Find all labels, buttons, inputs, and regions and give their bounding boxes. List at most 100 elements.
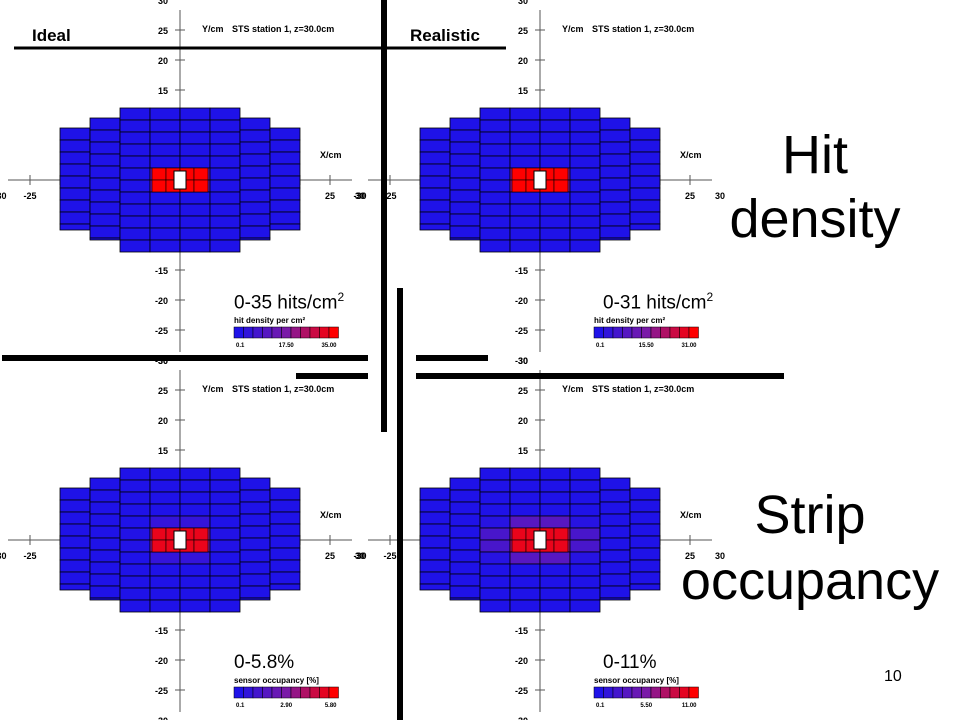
detector-module (149, 479, 181, 493)
detector-module (509, 503, 541, 517)
detector-module (569, 143, 601, 157)
detector-module (419, 223, 451, 231)
detector-module (509, 491, 541, 505)
detector-module (209, 203, 241, 217)
legend-swatch (300, 326, 311, 339)
beam-hole (533, 530, 547, 550)
detector-module (509, 119, 541, 133)
detector-module (239, 129, 271, 143)
detector-module (509, 467, 541, 481)
hit-ideal-range-text: 0-35 hits/cm (234, 292, 338, 314)
detector-module (629, 199, 661, 213)
detector-module (479, 131, 511, 145)
detector-module (119, 539, 151, 553)
x-tick-label: 25 (685, 191, 695, 201)
detector-module (599, 549, 631, 563)
detector-module (569, 107, 601, 121)
detector-module (119, 467, 151, 481)
detector-module (599, 237, 631, 241)
detector-module (269, 163, 301, 177)
detector-module (209, 215, 241, 229)
detector-module (449, 549, 481, 563)
hot-module (193, 167, 209, 181)
detector-module (89, 561, 121, 575)
y-tick-label: -25 (155, 326, 168, 336)
legend-swatch (328, 686, 339, 699)
legend-swatch (679, 326, 690, 339)
detector-module (149, 551, 181, 565)
strip-realistic-range-text: 0-11% (603, 652, 657, 673)
detector-module (629, 511, 661, 525)
legend-title: hit density per cm² (234, 316, 305, 325)
legend-swatch (688, 326, 699, 339)
legend-tick: 2.90 (280, 703, 292, 709)
detector-module (239, 597, 271, 601)
detector-module (119, 527, 151, 541)
detector-module (569, 119, 601, 133)
legend-swatch (281, 326, 292, 339)
hot-module (553, 179, 569, 193)
detector-module (479, 527, 511, 541)
legend-swatch (622, 686, 633, 699)
detector-module (539, 599, 571, 613)
detector-module (539, 119, 571, 133)
detector-module (539, 491, 571, 505)
detector-module (59, 187, 91, 201)
detector-module (239, 141, 271, 155)
detector-module (89, 177, 121, 191)
legend-swatch (233, 686, 244, 699)
y-tick-label: 30 (518, 0, 528, 6)
legend-swatch (271, 326, 282, 339)
detector-module (89, 477, 121, 491)
y-tick-label: 20 (518, 416, 528, 426)
detector-module (569, 239, 601, 253)
legend-tick: 31.00 (681, 343, 697, 349)
y-axis-title: Y/cm (562, 24, 584, 34)
legend-swatch (281, 686, 292, 699)
x-tick-label: -25 (23, 551, 36, 561)
hot-module (193, 179, 209, 193)
detector-module (479, 575, 511, 589)
detector-module (539, 479, 571, 493)
hot-module (511, 539, 527, 553)
detector-module (479, 539, 511, 553)
detector-module (599, 597, 631, 601)
y-tick-label: 20 (158, 56, 168, 66)
detector-module (239, 201, 271, 215)
detector-module (509, 227, 541, 241)
detector-module (119, 587, 151, 601)
legend-swatch (669, 326, 680, 339)
detector-module (269, 583, 301, 591)
detector-module (149, 575, 181, 589)
detector-module (209, 107, 241, 121)
detector-module (179, 503, 211, 517)
legend-swatch (622, 326, 633, 339)
detector-module (89, 597, 121, 601)
detector-module (149, 119, 181, 133)
legend-tick: 0.1 (236, 343, 245, 349)
detector-module (419, 139, 451, 153)
detector-module (449, 489, 481, 503)
detector-module (419, 499, 451, 513)
legend-swatch (319, 326, 330, 339)
detector-module (59, 535, 91, 549)
detector-module (479, 587, 511, 601)
hit-realistic-range-text: 0-31 hits/cm (603, 292, 707, 314)
legend-swatch (641, 326, 652, 339)
detector-module (89, 585, 121, 599)
detector-module (479, 179, 511, 193)
legend-tick: 0.1 (596, 703, 605, 709)
detector-module (629, 175, 661, 189)
hot-module (553, 539, 569, 553)
detector-module (59, 559, 91, 573)
detector-module (449, 225, 481, 239)
detector-module (209, 587, 241, 601)
legend-swatch (319, 686, 330, 699)
detector-module (569, 215, 601, 229)
y-tick-label: -15 (155, 626, 168, 636)
detector-module (209, 491, 241, 505)
legend-swatch (593, 686, 604, 699)
detector-module (449, 537, 481, 551)
detector-module (179, 599, 211, 613)
